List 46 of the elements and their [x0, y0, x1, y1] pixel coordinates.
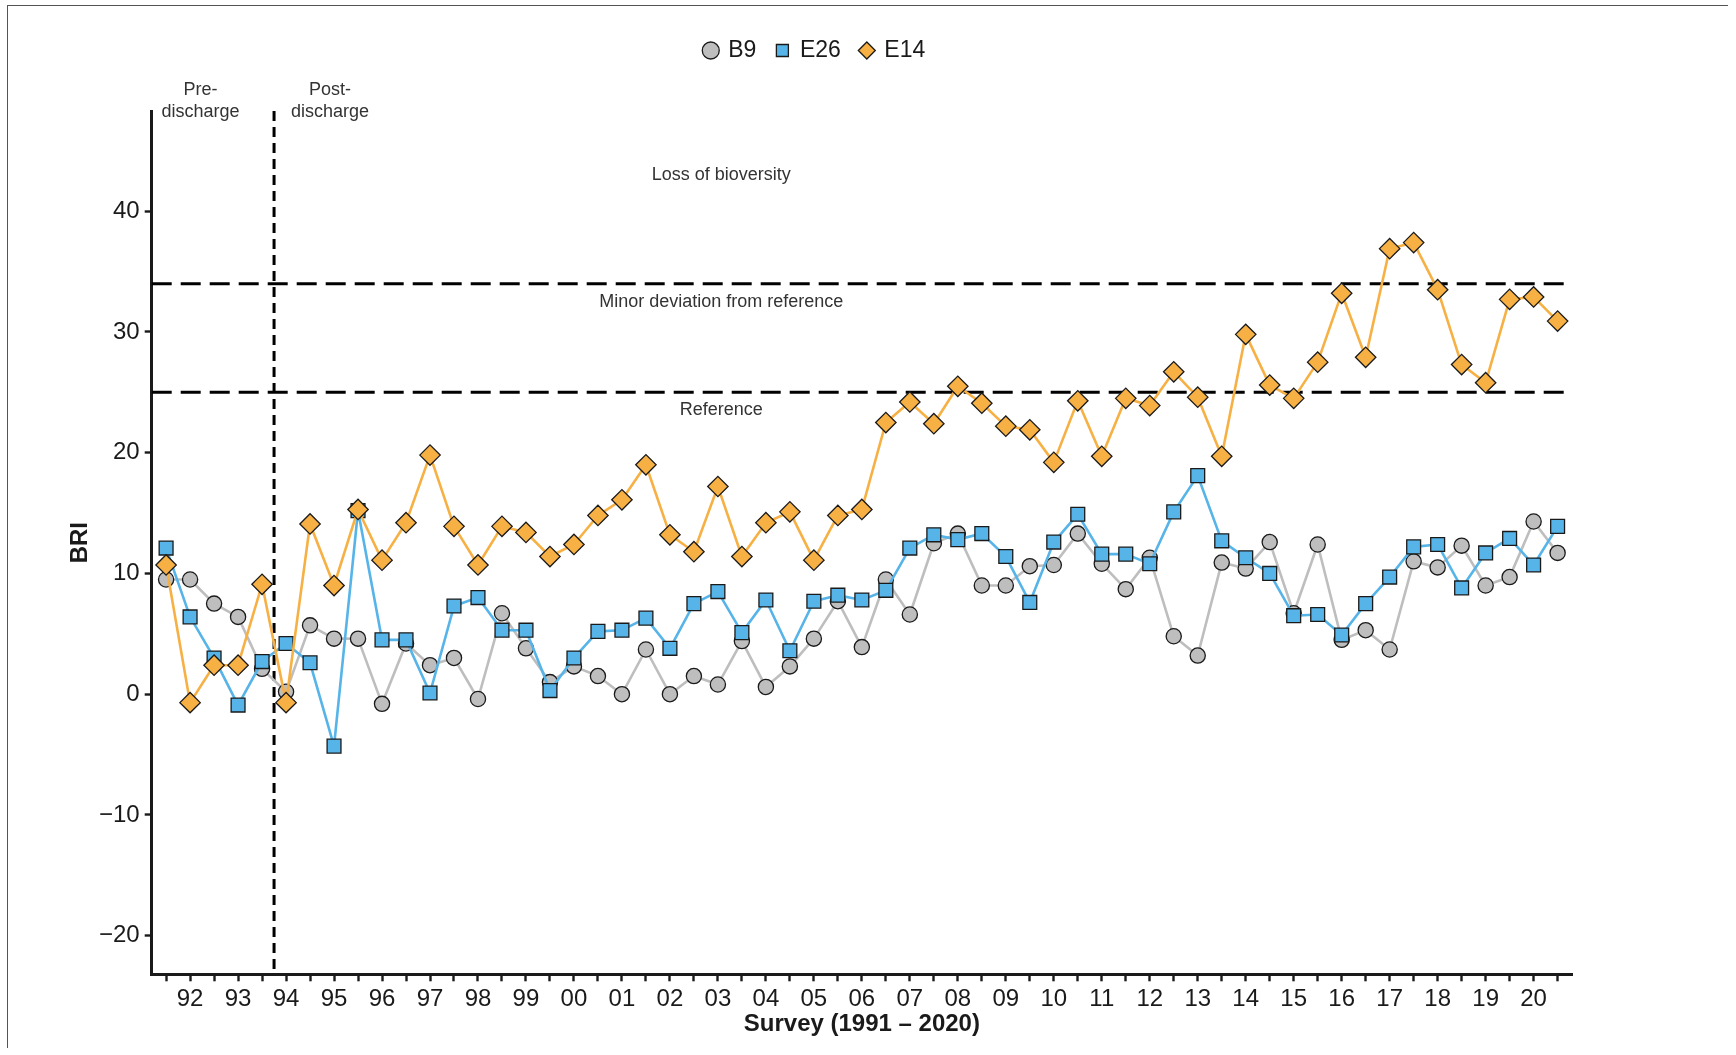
annotation: Pre- discharge — [161, 78, 240, 121]
x-tick-label: 20 — [1520, 984, 1547, 1012]
ref-line-label: Minor deviation from reference — [599, 290, 844, 311]
x-tick-label: 04 — [752, 984, 780, 1012]
y-tick-label: 40 — [113, 195, 140, 223]
x-tick-label: 17 — [1376, 984, 1404, 1012]
ref-line-label: Reference — [679, 399, 763, 420]
x-tick-label: 00 — [560, 984, 588, 1012]
x-tick-label: 12 — [1136, 984, 1164, 1012]
x-tick-label: 16 — [1328, 984, 1356, 1012]
x-tick-label: 92 — [176, 984, 204, 1012]
annotation: Loss of bioversity — [651, 163, 791, 184]
y-tick-label: 20 — [113, 437, 140, 465]
x-tick-label: 95 — [320, 984, 348, 1012]
x-tick-label: 01 — [608, 984, 636, 1012]
x-tick-label: 96 — [368, 984, 396, 1012]
x-tick-label: 97 — [416, 984, 444, 1012]
x-tick-label: 18 — [1424, 984, 1451, 1012]
x-tick-label: 09 — [992, 984, 1020, 1012]
x-tick-label: 19 — [1472, 984, 1499, 1012]
x-tick-label: 94 — [272, 984, 300, 1012]
x-tick-label: 99 — [512, 984, 540, 1012]
y-tick-label: −10 — [98, 799, 140, 827]
x-tick-label: 98 — [464, 984, 492, 1012]
x-tick-label: 02 — [656, 984, 684, 1012]
legend-label: B9 — [728, 35, 757, 62]
y-axis-title: BRI — [65, 521, 93, 564]
x-tick-label: 13 — [1184, 984, 1212, 1012]
legend-label: E14 — [884, 35, 926, 62]
y-tick-label: 10 — [113, 558, 140, 586]
x-tick-label: 15 — [1280, 984, 1308, 1012]
x-axis-title: Survey (1991 – 2020) — [743, 1009, 980, 1037]
x-tick-label: 10 — [1040, 984, 1068, 1012]
y-tick-label: 0 — [126, 678, 140, 706]
annotation: Post- discharge — [290, 78, 369, 121]
x-tick-label: 06 — [848, 984, 876, 1012]
x-tick-label: 93 — [224, 984, 252, 1012]
x-tick-label: 11 — [1089, 984, 1115, 1012]
x-tick-label: 05 — [800, 984, 828, 1012]
x-tick-label: 07 — [896, 984, 924, 1012]
y-tick-label: −20 — [98, 920, 140, 948]
x-tick-label: 14 — [1232, 984, 1260, 1012]
y-tick-label: 30 — [113, 316, 140, 344]
legend-label: E26 — [799, 35, 841, 62]
x-tick-label: 03 — [704, 984, 732, 1012]
x-tick-label: 08 — [944, 984, 972, 1012]
